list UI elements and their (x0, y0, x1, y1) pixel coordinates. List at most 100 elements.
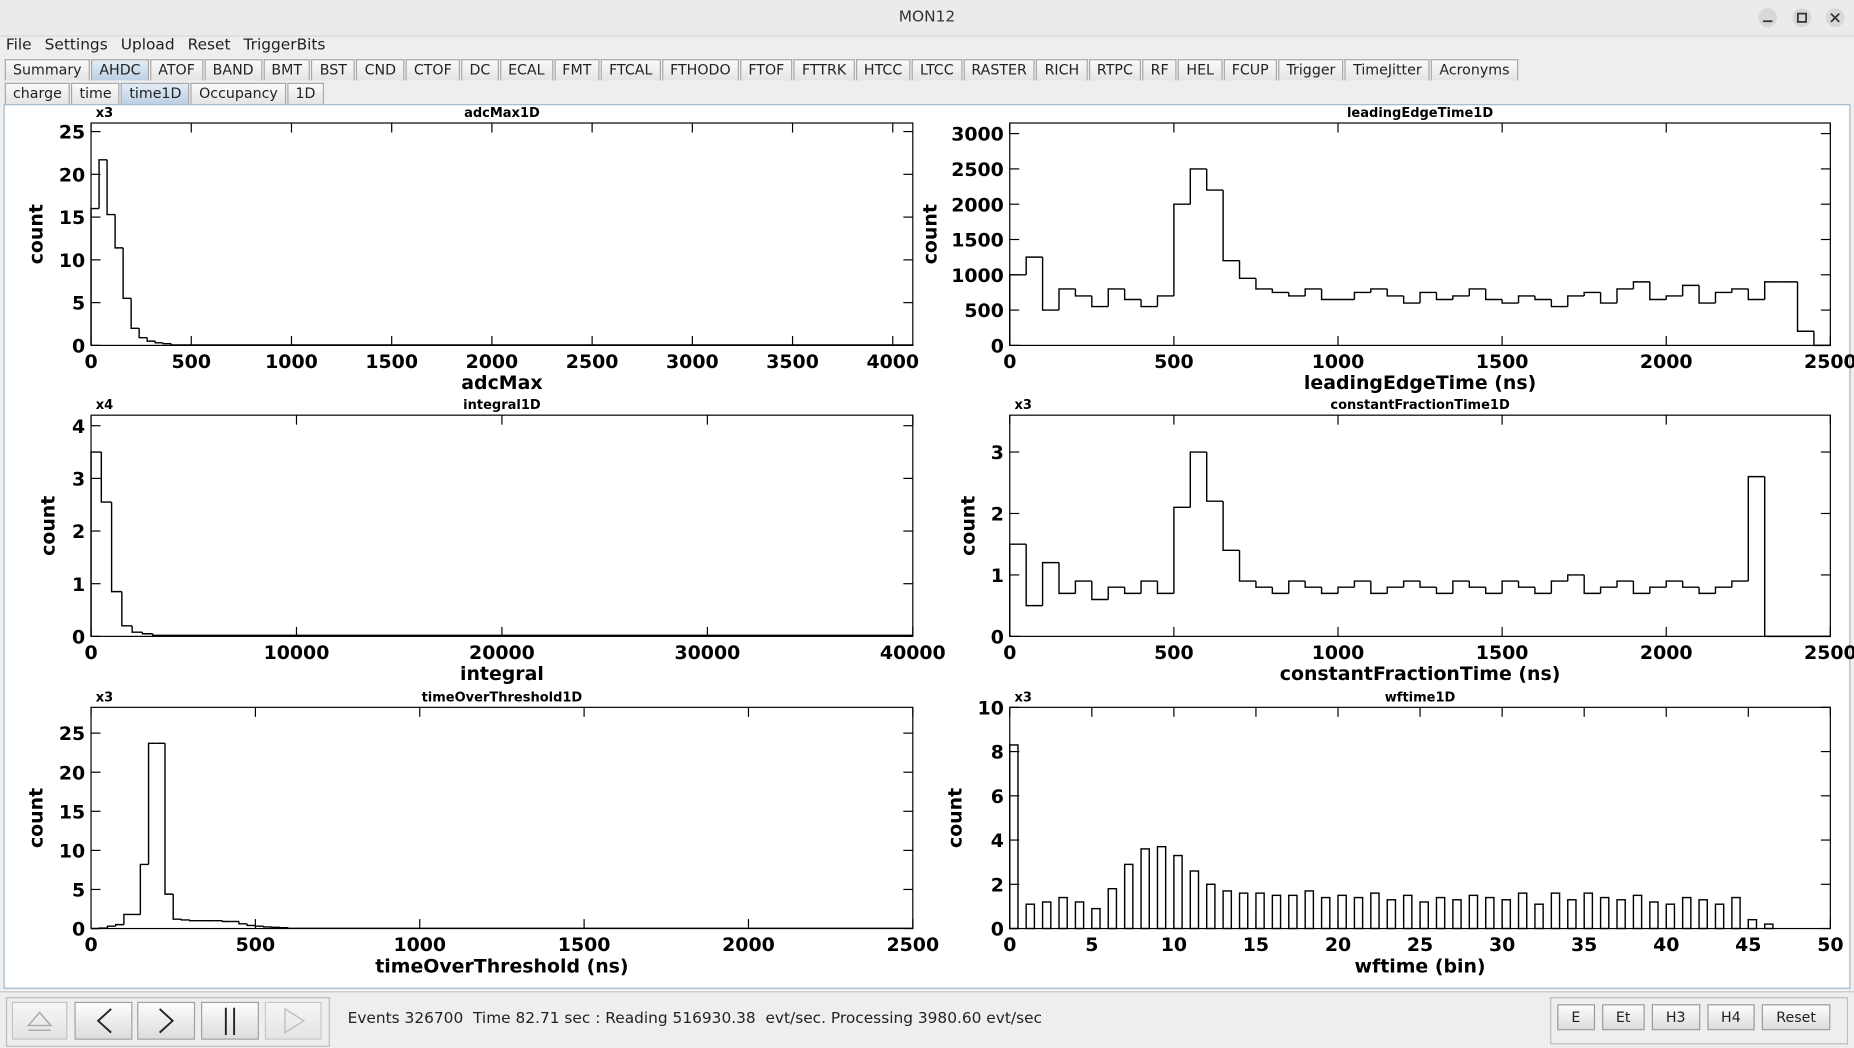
eject-button[interactable] (11, 1001, 68, 1040)
histogram-bin (90, 207, 100, 346)
histogram-button[interactable]: Et (1601, 1004, 1645, 1031)
x-axis-label: constantFractionTime (ns) (1280, 663, 1561, 685)
plot-frame (90, 706, 914, 930)
histogram-bin (1173, 506, 1191, 594)
x-tick-label: 1500 (365, 351, 418, 373)
pause-button[interactable] (201, 1001, 259, 1040)
histogram-button[interactable]: Reset (1762, 1004, 1831, 1031)
histogram-bin (1731, 288, 1749, 293)
view-tab[interactable]: charge (4, 82, 71, 105)
histogram-bin (1501, 580, 1519, 594)
histogram-bin (1616, 580, 1634, 588)
bar (1189, 870, 1200, 930)
y-tick-label: 1500 (951, 230, 1004, 252)
menu-item[interactable]: Upload (120, 36, 175, 55)
histogram-bin (1058, 288, 1076, 311)
y-tick-label: 0 (72, 919, 85, 941)
histogram-bin (1813, 331, 1831, 347)
bar (1123, 863, 1134, 930)
bar (1550, 892, 1561, 930)
detector-tab[interactable]: LTCC (911, 59, 962, 81)
x-tick-label: 2500 (1804, 351, 1854, 373)
detector-tab[interactable]: ECAL (499, 59, 553, 81)
view-tab[interactable]: Occupancy (190, 82, 287, 105)
x-tick-label: 500 (172, 351, 211, 373)
detector-tab[interactable]: TimeJitter (1344, 59, 1430, 81)
detector-tab[interactable]: FTOF (740, 59, 793, 81)
menu-item[interactable]: File (5, 36, 32, 55)
y-tick-label: 0 (72, 335, 85, 357)
y-tick-label: 5 (72, 293, 85, 315)
histogram-bin (1583, 574, 1601, 595)
menu-item[interactable]: Reset (187, 36, 231, 55)
histogram-bin (1238, 260, 1256, 280)
x-tick-label: 20000 (469, 642, 535, 664)
minimize-button[interactable] (1758, 8, 1778, 28)
detector-tab[interactable]: FTCAL (600, 59, 661, 81)
histogram-bin (1222, 501, 1240, 552)
histogram-buttons: E Et H3 H4 Reset (1550, 997, 1849, 1045)
histogram-bin (1747, 475, 1765, 582)
detector-tab[interactable]: CND (356, 59, 405, 81)
y-tick-label: 20 (59, 164, 85, 186)
detector-tab[interactable]: HTCC (855, 59, 911, 81)
detector-tab[interactable]: FTTRK (793, 59, 855, 81)
histogram-button[interactable]: E (1557, 1004, 1595, 1031)
histogram-bin (254, 925, 264, 927)
histogram-bin (1681, 284, 1700, 296)
detector-tab[interactable]: AHDC (91, 59, 149, 81)
bar (1304, 890, 1315, 930)
histogram-bin (139, 863, 149, 915)
detector-tab[interactable]: RTPC (1088, 59, 1142, 81)
histogram-bin (1156, 581, 1174, 595)
x-tick-label: 2500 (1804, 642, 1854, 664)
histogram-bin (1107, 288, 1125, 307)
previous-button[interactable] (74, 1001, 133, 1040)
x-tick-label: 1000 (393, 934, 446, 956)
histogram-bin (1353, 580, 1371, 588)
detector-tab[interactable]: BAND (204, 59, 262, 81)
histogram-button[interactable]: H3 (1651, 1004, 1700, 1031)
histogram-bin (1140, 299, 1158, 308)
detector-tab[interactable]: FTHODO (661, 59, 739, 81)
next-button[interactable] (137, 1001, 196, 1040)
bar (1320, 896, 1331, 930)
detector-tab[interactable]: ATOF (149, 59, 204, 81)
detector-tab[interactable]: BMT (263, 59, 311, 81)
axis-multiplier: x3 (1014, 690, 1031, 705)
x-tick-label: 0 (1003, 642, 1016, 664)
detector-tab[interactable]: FCUP (1223, 59, 1277, 81)
detector-tab[interactable]: FMT (554, 59, 600, 81)
y-tick-label: 3 (72, 468, 85, 490)
detector-tab[interactable]: Acronyms (1431, 59, 1518, 81)
y-tick-label: 1 (991, 565, 1004, 587)
detector-tab[interactable]: BST (311, 59, 356, 81)
detector-tab[interactable]: DC (461, 59, 499, 81)
bar (1632, 894, 1643, 930)
histogram-bin (114, 214, 124, 249)
view-tab[interactable]: 1D (287, 82, 324, 105)
view-tab[interactable]: time (71, 82, 120, 105)
histogram-bin (1255, 278, 1273, 290)
histogram-bin (1550, 299, 1568, 308)
histogram-bin (110, 502, 122, 593)
detector-tab[interactable]: Summary (4, 59, 90, 81)
histogram-bin (122, 247, 132, 300)
menu-item[interactable]: TriggerBits (243, 36, 326, 55)
x-tick-label: 2500 (887, 934, 940, 956)
y-tick-label: 2 (991, 504, 1004, 526)
detector-tab[interactable]: RASTER (963, 59, 1036, 81)
histogram-bin (1206, 168, 1224, 191)
bar (1058, 896, 1068, 930)
view-tab[interactable]: time1D (121, 82, 190, 105)
bar (1452, 899, 1462, 930)
detector-tab[interactable]: Trigger (1278, 59, 1344, 81)
detector-tab[interactable]: HEL (1178, 59, 1223, 81)
menu-item[interactable]: Settings (44, 36, 108, 55)
play-button[interactable] (264, 1001, 322, 1040)
histogram-bin (1698, 587, 1716, 595)
detector-tab[interactable]: RICH (1036, 59, 1088, 81)
detector-tab[interactable]: RF (1142, 59, 1177, 81)
detector-tab[interactable]: CTOF (405, 59, 461, 81)
histogram-button[interactable]: H4 (1706, 1004, 1755, 1031)
